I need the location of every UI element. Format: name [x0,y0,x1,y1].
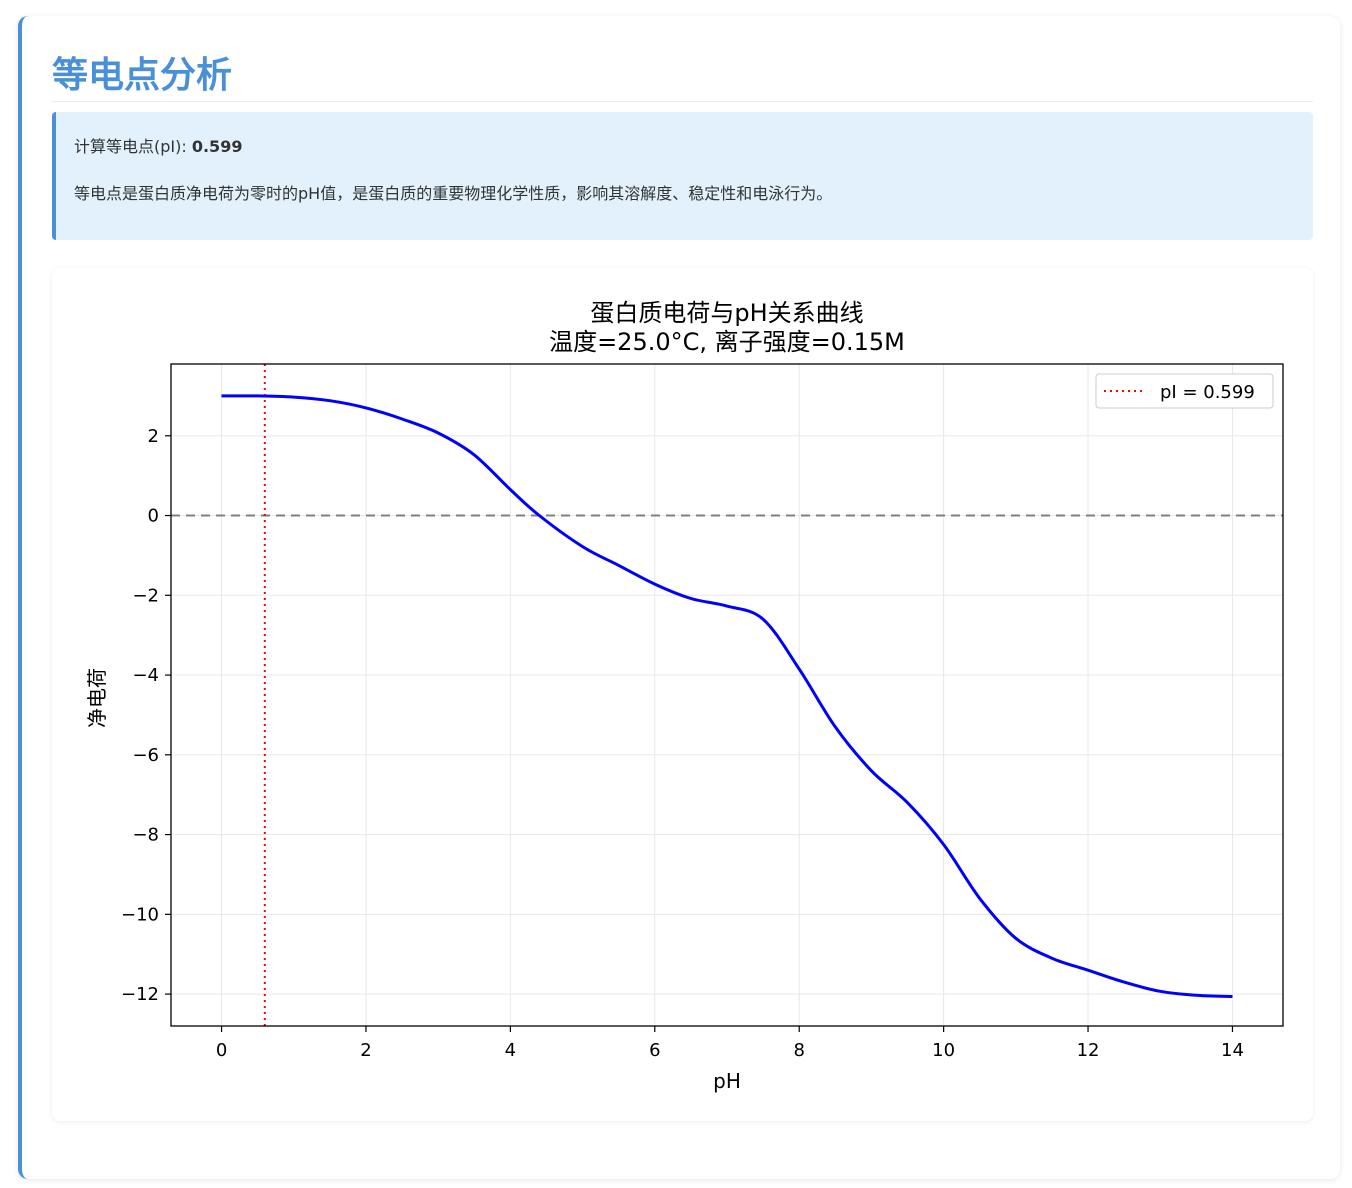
axis-ticks: 0 2 4 6 8 10 12 14 2 0 −2 −4 −6 −8 −10 −12 [121,426,1244,1061]
chart-title-line2: 温度=25.0°C, 离子强度=0.15M [549,328,905,356]
reference-lines [171,364,1283,1026]
y-tick-label: −2 [132,585,159,606]
x-axis-label: pH [713,1069,741,1093]
legend-box [1095,373,1274,409]
pi-label: 计算等电点(pI): [74,137,192,156]
y-tick-label: −10 [121,904,159,925]
y-tick-label: 2 [148,426,159,447]
x-tick-label: 12 [1077,1040,1100,1061]
x-tick-label: 4 [505,1040,516,1061]
x-tick-label: 6 [649,1040,660,1061]
charge-chart: 蛋白质电荷与pH关系曲线 温度=25.0°C, 离子强度=0.15M 0 2 4 6 8… [52,268,1313,1121]
pi-description: 等电点是蛋白质净电荷为零时的pH值，是蛋白质的重要物理化学性质，影响其溶解度、稳… [74,184,833,203]
y-tick-label: −12 [121,984,159,1005]
x-tick-label: 8 [793,1040,804,1061]
net-charge-curve [221,394,1233,998]
y-tick-label: −4 [132,665,159,686]
plot-frame [170,363,1284,1027]
chart-title-line1: 蛋白质电荷与pH关系曲线 [590,299,863,327]
grid-lines [171,364,1283,1026]
legend: pI = 0.599 [1095,373,1274,409]
section-title: 等电点分析 [52,55,233,96]
isoelectric-card: 等电点分析 计算等电点(pI): 0.599 等电点是蛋白质净电荷为零时的pH值… [18,16,1340,1179]
y-axis-label: 净电荷 [85,668,109,728]
y-tick-label: −8 [132,825,159,846]
chart-svg: 蛋白质电荷与pH关系曲线 温度=25.0°C, 离子强度=0.15M 0 2 4 6 8… [85,299,1284,1093]
x-tick-label: 10 [932,1040,955,1061]
pi-info-box: 计算等电点(pI): 0.599 等电点是蛋白质净电荷为零时的pH值，是蛋白质的… [52,112,1313,240]
x-tick-label: 0 [216,1040,227,1061]
y-tick-label: 0 [148,506,159,527]
pi-value: 0.599 [191,137,243,156]
x-tick-label: 14 [1221,1040,1244,1061]
pi-result-line: 计算等电点(pI): 0.599 [74,133,242,157]
y-tick-label: −6 [132,745,159,766]
title-divider [52,101,1313,102]
series-layer [221,394,1233,998]
legend-pi-label: pI = 0.599 [1160,382,1255,403]
x-tick-label: 2 [360,1040,371,1061]
